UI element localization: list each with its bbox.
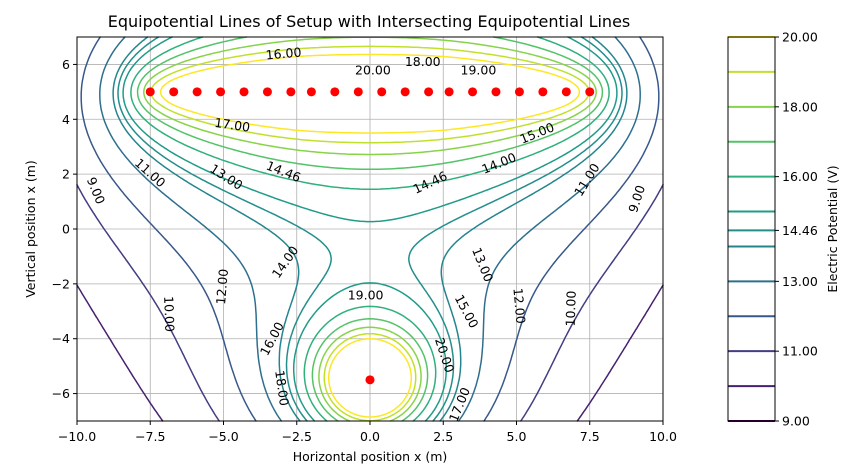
charge-point bbox=[365, 375, 375, 385]
contour-label: 15.00 bbox=[518, 119, 557, 146]
colorbar-tick-label: 20.00 bbox=[782, 30, 818, 45]
charge-point bbox=[216, 87, 226, 97]
y-tick-label: 0 bbox=[62, 222, 70, 237]
contour-label: 18.00 bbox=[405, 54, 441, 69]
x-tick-label: −7.5 bbox=[135, 429, 165, 444]
contour-label: 17.00 bbox=[214, 115, 252, 135]
charge-point bbox=[400, 87, 410, 97]
charge-point bbox=[286, 87, 296, 97]
contour-line bbox=[136, 36, 604, 422]
charge-point bbox=[145, 87, 155, 97]
charge-point bbox=[239, 87, 249, 97]
colorbar-tick-label: 16.00 bbox=[782, 169, 818, 184]
x-tick-label: 2.5 bbox=[433, 429, 453, 444]
charge-point bbox=[262, 87, 272, 97]
contour-line bbox=[122, 36, 618, 422]
x-tick-label: −10.0 bbox=[58, 429, 96, 444]
x-tick-label: 5.0 bbox=[507, 429, 527, 444]
colorbar-tick-label: 11.00 bbox=[782, 344, 818, 359]
grid bbox=[76, 37, 664, 421]
contour-lines bbox=[76, 36, 664, 422]
contour-line bbox=[76, 183, 664, 422]
charge-point bbox=[491, 87, 501, 97]
contour-line bbox=[159, 53, 581, 418]
charges bbox=[145, 87, 595, 385]
x-tick-label: 0.0 bbox=[360, 429, 380, 444]
contour-label: 14.46 bbox=[411, 168, 450, 197]
contour-line bbox=[112, 36, 628, 422]
contour-label: 10.00 bbox=[161, 296, 177, 332]
x-tick-label: −5.0 bbox=[208, 429, 238, 444]
contour-line bbox=[130, 36, 610, 422]
colorbar-tick-label: 14.46 bbox=[782, 223, 818, 238]
colorbar-label: Electric Potential (V) bbox=[825, 165, 840, 292]
contour-line bbox=[76, 284, 664, 422]
contour-label: 19.00 bbox=[461, 62, 497, 77]
chart-title: Equipotential Lines of Setup with Inters… bbox=[108, 12, 631, 31]
contour-label: 13.00 bbox=[469, 245, 496, 284]
contour-line bbox=[99, 36, 641, 422]
y-tick-label: 2 bbox=[62, 167, 70, 182]
x-axis-label: Horizontal position x (m) bbox=[293, 449, 448, 464]
contour-line bbox=[143, 36, 597, 422]
charge-point bbox=[468, 87, 478, 97]
x-tick-label: −2.5 bbox=[282, 429, 312, 444]
y-tick-label: 6 bbox=[62, 57, 70, 72]
y-axis-label: Vertical position x (m) bbox=[23, 160, 38, 298]
contour-label: 20.00 bbox=[355, 62, 391, 77]
contour-label: 12.00 bbox=[213, 268, 231, 305]
charge-point bbox=[585, 87, 595, 97]
colorbar-tick-label: 13.00 bbox=[782, 274, 818, 289]
charge-point bbox=[169, 87, 179, 97]
charge-point bbox=[424, 87, 434, 97]
colorbar-frame bbox=[727, 36, 776, 422]
contour-label: 9.00 bbox=[625, 183, 648, 214]
contour-line bbox=[117, 36, 623, 422]
contour-label: 9.00 bbox=[84, 175, 108, 206]
contour-label: 16.00 bbox=[265, 44, 302, 62]
y-tick-label: −4 bbox=[52, 331, 70, 346]
y-tick-label: −2 bbox=[52, 276, 70, 291]
y-axis: 6 4 2 0 −2 −4 −6 bbox=[52, 57, 77, 401]
contour-label: 14.00 bbox=[480, 149, 519, 176]
charge-point bbox=[538, 87, 548, 97]
charge-point bbox=[330, 87, 340, 97]
colorbar-tick-label: 18.00 bbox=[782, 99, 818, 114]
charge-point bbox=[561, 87, 571, 97]
charge-point bbox=[514, 87, 524, 97]
charge-point bbox=[444, 87, 454, 97]
charge-point bbox=[192, 87, 202, 97]
colorbar-tick-label: 9.00 bbox=[782, 414, 810, 429]
contour-label: 19.00 bbox=[348, 287, 384, 302]
colorbar: 20.00 18.00 16.00 14.46 13.00 11.00 9.00 bbox=[727, 30, 818, 429]
contour-line bbox=[80, 36, 660, 422]
contour-label: 18.00 bbox=[272, 369, 292, 407]
charge-point bbox=[353, 87, 363, 97]
x-tick-label: 7.5 bbox=[580, 429, 600, 444]
contour-label: 12.00 bbox=[510, 287, 528, 324]
contour-label: 10.00 bbox=[563, 290, 579, 326]
y-tick-label: 4 bbox=[62, 112, 70, 127]
charge-point bbox=[377, 87, 387, 97]
y-tick-label: −6 bbox=[52, 386, 70, 401]
contour-line bbox=[150, 45, 590, 422]
x-tick-label: 10.0 bbox=[649, 429, 677, 444]
charge-point bbox=[306, 87, 316, 97]
x-axis: −10.0 −7.5 −5.0 −2.5 0.0 2.5 5.0 7.5 10.0 bbox=[58, 421, 677, 444]
